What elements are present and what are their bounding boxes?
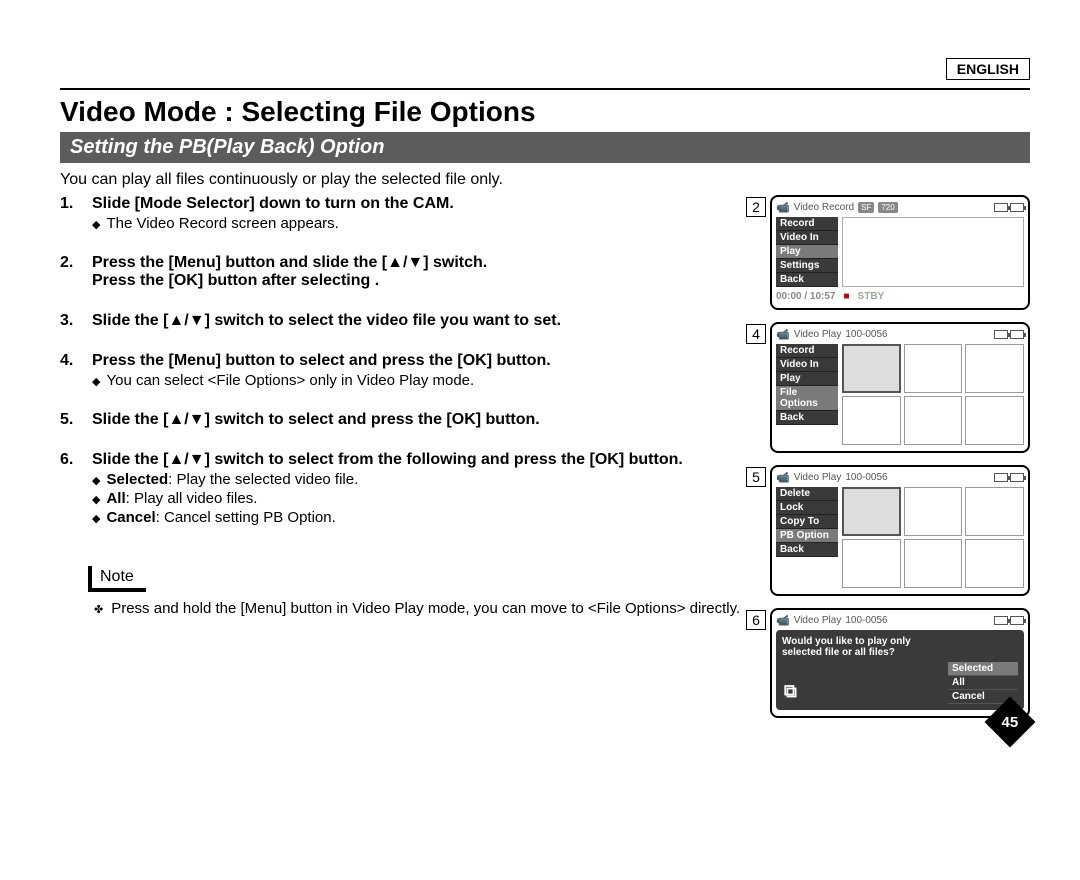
screen-2-title: Video Record bbox=[794, 202, 854, 213]
screen-5: 5 📹 Video Play 100-0056 DeleteLockCopy T… bbox=[770, 465, 1030, 596]
step-number: 5. bbox=[60, 411, 92, 429]
stop-icon: ■ bbox=[844, 291, 850, 302]
screen-2-badge: 2 bbox=[746, 197, 766, 217]
step-number: 6. bbox=[60, 451, 92, 526]
menu-item: Back bbox=[776, 273, 838, 287]
dialog-option: All bbox=[948, 676, 1018, 690]
battery-icon bbox=[1010, 473, 1024, 482]
screen-4-code: 100-0056 bbox=[845, 329, 887, 340]
menu-item: Settings bbox=[776, 259, 838, 273]
copy-icon: ⧉ bbox=[784, 681, 797, 702]
screen-5-title: Video Play bbox=[794, 472, 842, 483]
camera-icon: 📹 bbox=[776, 471, 790, 484]
subtitle: Setting the PB(Play Back) Option bbox=[60, 132, 1030, 163]
step-number: 4. bbox=[60, 352, 92, 389]
screen-4-menu: RecordVideo InPlayFile OptionsBack bbox=[776, 344, 838, 445]
menu-item: Lock bbox=[776, 501, 838, 515]
step-sub: Cancel: Cancel setting PB Option. bbox=[92, 509, 756, 526]
memory-icon bbox=[994, 616, 1008, 625]
battery-icon bbox=[1010, 616, 1024, 625]
menu-item: Video In bbox=[776, 231, 838, 245]
menu-item: PB Option bbox=[776, 529, 838, 543]
screen-5-badge: 5 bbox=[746, 467, 766, 487]
step-sub: All: Play all video files. bbox=[92, 490, 756, 507]
step-number: 2. bbox=[60, 254, 92, 290]
menu-item: Play bbox=[776, 245, 838, 259]
menu-item: Record bbox=[776, 344, 838, 358]
camera-icon: 📹 bbox=[776, 614, 790, 627]
screen-5-menu: DeleteLockCopy ToPB OptionBack bbox=[776, 487, 838, 588]
step-number: 1. bbox=[60, 195, 92, 232]
step-main: Slide the [▲/▼] switch to select from th… bbox=[92, 451, 756, 469]
screen-4-title: Video Play bbox=[794, 329, 842, 340]
step-sub: You can select <File Options> only in Vi… bbox=[92, 372, 756, 389]
screen-2-time: 00:00 / 10:57 bbox=[776, 291, 836, 302]
menu-item: Record bbox=[776, 217, 838, 231]
screen-2-stby: STBY bbox=[858, 291, 885, 302]
badge-720: 720 bbox=[878, 202, 897, 213]
screen-6: 6 📹 Video Play 100-0056 Would you like t… bbox=[770, 608, 1030, 718]
screen-5-code: 100-0056 bbox=[845, 472, 887, 483]
step-sub: Selected: Play the selected video file. bbox=[92, 471, 756, 488]
screen-5-thumbs bbox=[842, 487, 1024, 588]
note-text: Press and hold the [Menu] button in Vide… bbox=[94, 600, 756, 617]
menu-item: File Options bbox=[776, 386, 838, 411]
screen-2: 2 📹 Video Record SF 720 RecordVideo InPl… bbox=[770, 195, 1030, 310]
memory-icon bbox=[994, 330, 1008, 339]
screenshots-column: 2 📹 Video Record SF 720 RecordVideo InPl… bbox=[770, 195, 1030, 730]
screen-6-code: 100-0056 bbox=[845, 615, 887, 626]
menu-item: Back bbox=[776, 543, 838, 557]
intro-text: You can play all files continuously or p… bbox=[60, 171, 1030, 189]
camera-icon: 📹 bbox=[776, 328, 790, 341]
menu-item: Video In bbox=[776, 358, 838, 372]
step-number: 3. bbox=[60, 312, 92, 330]
screen-4-thumbs bbox=[842, 344, 1024, 445]
step-main: Slide the [▲/▼] switch to select the vid… bbox=[92, 312, 756, 330]
step-sub: The Video Record screen appears. bbox=[92, 215, 756, 232]
menu-item: Play bbox=[776, 372, 838, 386]
screen-2-preview bbox=[842, 217, 1024, 287]
screen-2-menu: RecordVideo InPlaySettingsBack bbox=[776, 217, 838, 287]
step-main: Press the [Menu] button to select and pr… bbox=[92, 352, 756, 370]
screen-4-badge: 4 bbox=[746, 324, 766, 344]
menu-item: Delete bbox=[776, 487, 838, 501]
note-label: Note bbox=[88, 566, 146, 592]
badge-sf: SF bbox=[858, 202, 874, 213]
menu-item: Back bbox=[776, 411, 838, 425]
page-title: Video Mode : Selecting File Options bbox=[60, 96, 1030, 128]
battery-icon bbox=[1010, 330, 1024, 339]
screen-6-dialog: Would you like to play only selected fil… bbox=[776, 630, 1024, 710]
memory-icon bbox=[994, 203, 1008, 212]
screen-6-title: Video Play bbox=[794, 615, 842, 626]
memory-icon bbox=[994, 473, 1008, 482]
dialog-option: Selected bbox=[948, 662, 1018, 676]
steps-list: 1.Slide [Mode Selector] down to turn on … bbox=[60, 195, 756, 526]
step-main: Slide the [▲/▼] switch to select and pre… bbox=[92, 411, 756, 429]
language-label: ENGLISH bbox=[946, 58, 1030, 80]
rule-top bbox=[60, 88, 1030, 90]
step-main: Slide [Mode Selector] down to turn on th… bbox=[92, 195, 756, 213]
dialog-text: Would you like to play only selected fil… bbox=[782, 636, 912, 658]
step-main: Press the [Menu] button and slide the [▲… bbox=[92, 254, 756, 290]
camera-icon: 📹 bbox=[776, 201, 790, 214]
battery-icon bbox=[1010, 203, 1024, 212]
screen-4: 4 📹 Video Play 100-0056 RecordVideo InPl… bbox=[770, 322, 1030, 453]
menu-item: Copy To bbox=[776, 515, 838, 529]
screen-6-badge: 6 bbox=[746, 610, 766, 630]
